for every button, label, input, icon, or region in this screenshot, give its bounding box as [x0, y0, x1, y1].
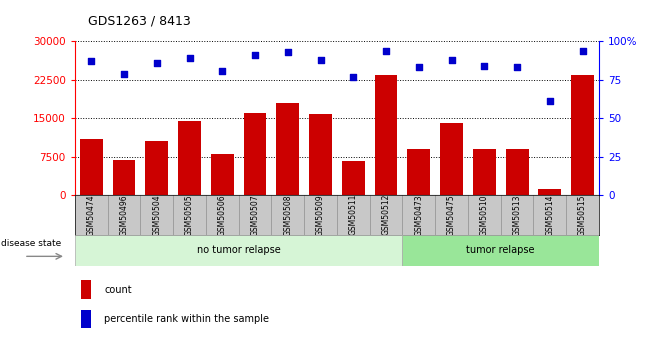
Text: GSM50508: GSM50508 — [283, 194, 292, 236]
Bar — [145, 141, 168, 195]
Text: GSM50514: GSM50514 — [546, 194, 554, 236]
Text: no tumor relapse: no tumor relapse — [197, 245, 281, 255]
Bar — [211, 154, 234, 195]
Text: count: count — [104, 285, 132, 295]
Point — [512, 65, 522, 70]
Point — [447, 57, 457, 62]
Bar — [309, 114, 332, 195]
Point — [283, 49, 293, 55]
Bar — [538, 189, 561, 195]
Text: GSM50506: GSM50506 — [217, 194, 227, 236]
Bar — [113, 160, 135, 195]
Point — [250, 52, 260, 58]
Text: GSM50474: GSM50474 — [87, 194, 96, 236]
Bar — [276, 103, 299, 195]
Point — [545, 99, 555, 104]
Text: GSM50496: GSM50496 — [120, 194, 128, 236]
Bar — [178, 121, 201, 195]
Bar — [506, 149, 529, 195]
Text: GSM50510: GSM50510 — [480, 194, 489, 236]
Bar — [342, 161, 365, 195]
Bar — [75, 235, 402, 266]
Point — [118, 71, 129, 76]
Bar — [80, 139, 103, 195]
Point — [577, 48, 588, 53]
Bar — [81, 280, 91, 299]
Text: GSM50509: GSM50509 — [316, 194, 325, 236]
Point — [348, 74, 359, 79]
Point — [184, 56, 195, 61]
Text: tumor relapse: tumor relapse — [466, 245, 535, 255]
Bar — [571, 75, 594, 195]
Point — [86, 59, 96, 64]
Text: disease state: disease state — [1, 239, 62, 248]
Text: GSM50507: GSM50507 — [251, 194, 260, 236]
Point — [479, 63, 490, 69]
Text: GSM50505: GSM50505 — [185, 194, 194, 236]
Point — [152, 60, 162, 66]
Point — [413, 65, 424, 70]
Bar — [374, 75, 398, 195]
Point — [381, 48, 391, 53]
Text: GSM50504: GSM50504 — [152, 194, 161, 236]
Text: percentile rank within the sample: percentile rank within the sample — [104, 314, 269, 324]
Bar — [473, 149, 496, 195]
Text: GSM50473: GSM50473 — [414, 194, 423, 236]
Point — [315, 57, 326, 62]
Text: GSM50475: GSM50475 — [447, 194, 456, 236]
Bar — [408, 149, 430, 195]
Point — [217, 68, 227, 73]
Bar — [402, 235, 599, 266]
Bar — [440, 123, 463, 195]
Text: GSM50511: GSM50511 — [349, 194, 358, 235]
Text: GSM50515: GSM50515 — [578, 194, 587, 236]
Bar — [81, 310, 91, 328]
Text: GDS1263 / 8413: GDS1263 / 8413 — [88, 14, 191, 28]
Bar — [243, 113, 266, 195]
Text: GSM50513: GSM50513 — [512, 194, 521, 236]
Text: GSM50512: GSM50512 — [381, 194, 391, 235]
